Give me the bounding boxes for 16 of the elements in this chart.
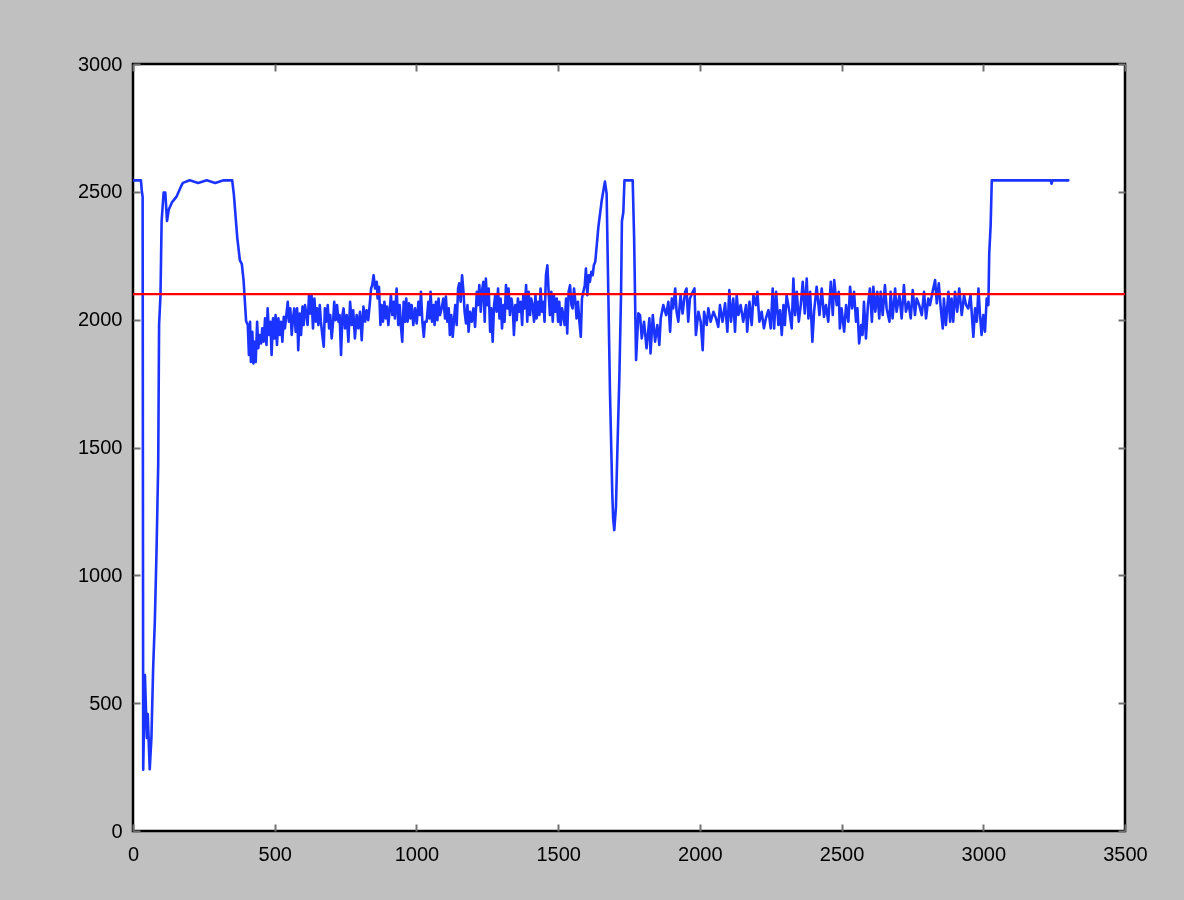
x-tick-label: 1500 bbox=[536, 842, 581, 865]
y-tick-label: 1000 bbox=[78, 563, 123, 586]
x-tick-label: 0 bbox=[127, 842, 140, 865]
x-tick-label: 1000 bbox=[394, 842, 440, 865]
y-tick-label: 2500 bbox=[78, 180, 123, 203]
y-tick-label: 0 bbox=[111, 819, 123, 842]
y-tick-label: 3000 bbox=[78, 52, 123, 75]
x-tick-label: 3500 bbox=[1103, 842, 1148, 865]
x-tick-label: 2000 bbox=[678, 842, 723, 865]
x-tick-label: 2500 bbox=[819, 842, 865, 865]
x-tick-label: 500 bbox=[258, 842, 292, 865]
y-tick-label: 2000 bbox=[78, 308, 123, 331]
line-series bbox=[133, 179, 1070, 771]
y-tick-label: 1500 bbox=[78, 436, 123, 458]
y-tick-label: 500 bbox=[89, 691, 123, 714]
x-tick-label: 3000 bbox=[961, 842, 1007, 865]
